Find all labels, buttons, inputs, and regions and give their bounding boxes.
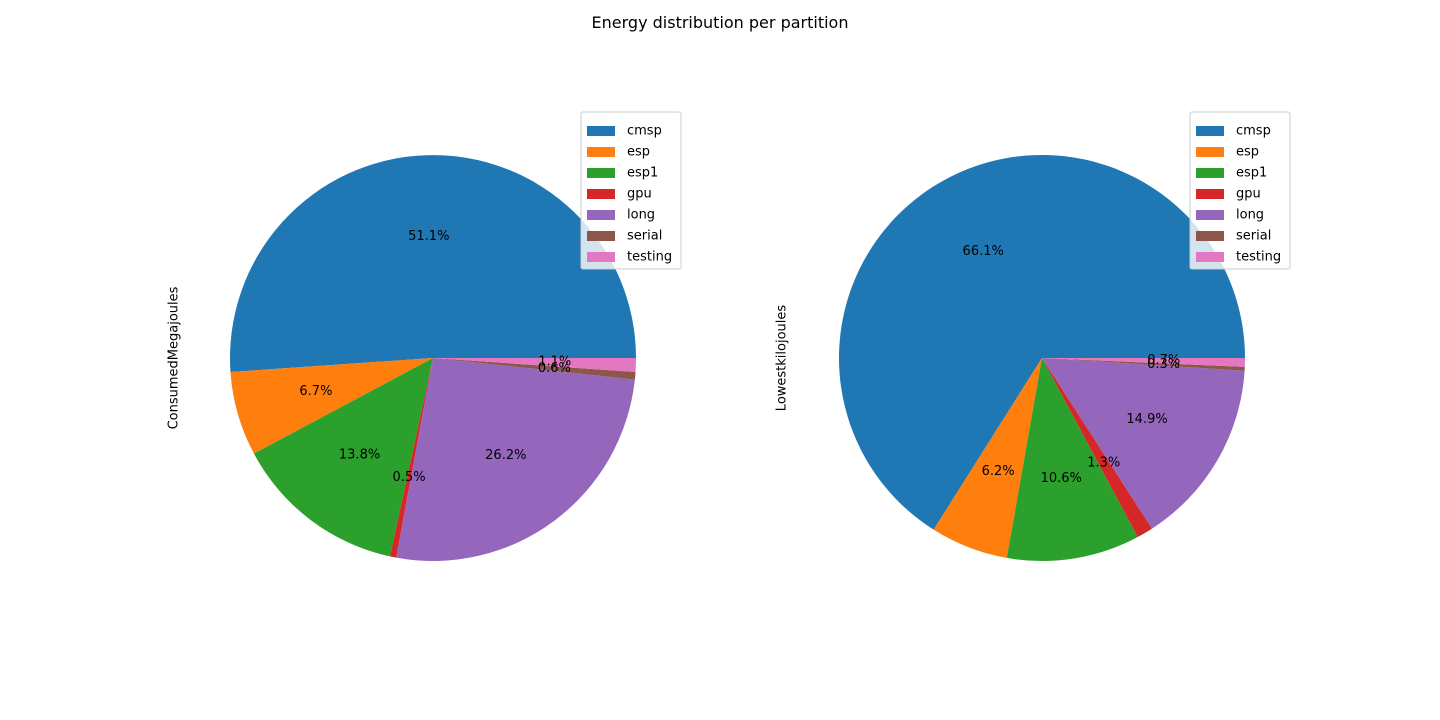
pie-2-slice-long bbox=[1042, 358, 1245, 529]
pie-1-legend-label-gpu: gpu bbox=[627, 187, 652, 202]
pie-1-label-esp: 6.7% bbox=[299, 384, 332, 399]
pie-2-label-testing: 0.7% bbox=[1147, 353, 1180, 368]
pie-1-label-cmsp: 51.1% bbox=[408, 229, 449, 244]
pie-1-legend-swatch-testing bbox=[587, 252, 615, 262]
pie-1-legend-label-esp1: esp1 bbox=[627, 166, 658, 181]
pie-2-legend-swatch-esp1 bbox=[1196, 168, 1224, 178]
pie-1-legend-label-esp: esp bbox=[627, 145, 650, 160]
pie-1-percent-labels: 51.1% 6.7% 13.8% 0.5% 26.2% 0.6%1.1% bbox=[299, 229, 571, 485]
pie-2-legend-label-long: long bbox=[1236, 208, 1264, 223]
pie-2-label-cmsp: 66.1% bbox=[963, 244, 1004, 259]
pie-2-legend-swatch-esp bbox=[1196, 147, 1224, 157]
pie-2-legend-label-esp1: esp1 bbox=[1236, 166, 1267, 181]
pie-2-slice-gpu bbox=[1042, 358, 1153, 537]
pie-1-legend-swatch-gpu bbox=[587, 189, 615, 199]
pie-2-slice-testing bbox=[1042, 358, 1245, 367]
pie-1-label-testing: 1.1% bbox=[538, 355, 571, 370]
pie-2-slice-serial bbox=[1042, 358, 1245, 371]
pie-2-label-gpu: 1.3% bbox=[1087, 455, 1120, 470]
pie-1-label-serial: 0.6% bbox=[538, 361, 571, 376]
pie-1-legend-swatch-cmsp bbox=[587, 126, 615, 136]
pie-1-slice-cmsp bbox=[230, 155, 637, 373]
pie-2-legend-swatch-cmsp bbox=[1196, 126, 1224, 136]
pie-2-slice-cmsp bbox=[838, 155, 1245, 530]
pie-chart-1: 51.1% 6.7% 13.8% 0.5% 26.2% 0.6%1.1% Consumed… bbox=[167, 111, 682, 561]
pie-2-label-long: 14.9% bbox=[1126, 412, 1167, 427]
pie-2-ylabel: Lowestkilojoules bbox=[775, 305, 790, 412]
pie-2-legend-swatch-long bbox=[1196, 210, 1224, 220]
pie-1-slice-testing bbox=[433, 358, 636, 373]
pie-1-legend-swatch-long bbox=[587, 210, 615, 220]
pie-2-legend-label-esp: esp bbox=[1236, 145, 1259, 160]
pie-1-legend-label-cmsp: cmsp bbox=[627, 124, 662, 139]
pie-2-slices bbox=[838, 155, 1245, 562]
pie-2-legend-swatch-testing bbox=[1196, 252, 1224, 262]
pie-chart-2: 66.1% 6.2% 10.6% 1.3% 14.9% 0.3%0.7% Lowestki… bbox=[775, 111, 1291, 562]
pie-1-legend-label-long: long bbox=[627, 208, 655, 223]
pie-1-slice-gpu bbox=[389, 358, 433, 558]
pie-2-legend-label-cmsp: cmsp bbox=[1236, 124, 1271, 139]
pie-2-legend-swatch-gpu bbox=[1196, 189, 1224, 199]
pie-2-legend-label-gpu: gpu bbox=[1236, 187, 1261, 202]
pie-1-slice-long bbox=[396, 358, 635, 561]
pie-1-legend-swatch-esp bbox=[587, 147, 615, 157]
pie-2-label-esp1: 10.6% bbox=[1041, 471, 1082, 486]
pie-1-ylabel: ConsumedMegajoules bbox=[167, 286, 182, 429]
pie-1-legend-label-serial: serial bbox=[627, 229, 662, 244]
pie-1-slice-esp bbox=[230, 358, 433, 454]
pie-2-legend-label-serial: serial bbox=[1236, 229, 1271, 244]
pie-1-legend-swatch-esp1 bbox=[587, 168, 615, 178]
pie-1-slice-esp1 bbox=[253, 358, 433, 557]
pie-2-legend: cmsp esp esp1 gpu long serial testing bbox=[1189, 111, 1291, 270]
pie-2-slice-esp1 bbox=[1006, 358, 1138, 562]
pie-1-legend-swatch-serial bbox=[587, 231, 615, 241]
pie-1-legend: cmsp esp esp1 gpu long serial testing bbox=[580, 111, 682, 270]
pie-1-label-esp1: 13.8% bbox=[339, 448, 380, 463]
pie-1-slice-serial bbox=[433, 358, 636, 380]
pie-2-label-esp: 6.2% bbox=[982, 464, 1015, 479]
pie-1-label-gpu: 0.5% bbox=[393, 470, 426, 485]
pie-2-slice-esp bbox=[933, 358, 1042, 558]
pie-2-percent-labels: 66.1% 6.2% 10.6% 1.3% 14.9% 0.3%0.7% bbox=[963, 244, 1181, 486]
figure-title: Energy distribution per partition bbox=[592, 13, 849, 32]
pie-2-legend-swatch-serial bbox=[1196, 231, 1224, 241]
pie-1-slices bbox=[230, 155, 637, 561]
pie-1-legend-label-testing: testing bbox=[627, 250, 672, 265]
pie-2-legend-label-testing: testing bbox=[1236, 250, 1281, 265]
pie-2-label-serial: 0.3% bbox=[1147, 357, 1180, 372]
pie-1-label-long: 26.2% bbox=[485, 448, 526, 463]
